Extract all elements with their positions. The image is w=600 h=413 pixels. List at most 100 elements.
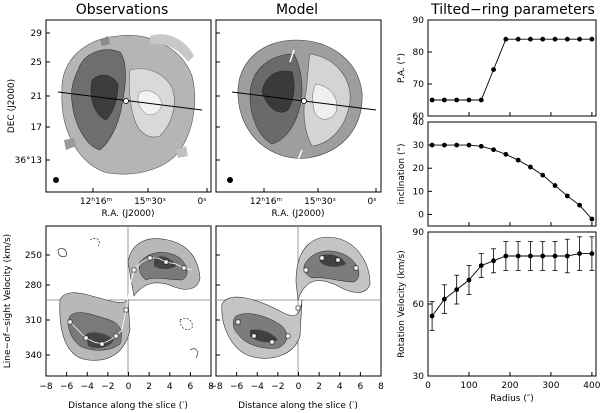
param-chart-frame — [427, 19, 597, 117]
param-point — [528, 253, 533, 259]
obs-pv-xtick-label: −4 — [81, 382, 95, 392]
param-point — [515, 36, 521, 42]
model-pv-xtick-label: −2 — [271, 382, 284, 392]
param-point — [515, 157, 521, 163]
obs-ytick-25: 25 — [31, 58, 42, 68]
param-point — [577, 202, 583, 208]
param-chart-frame — [427, 121, 597, 227]
param-point — [429, 142, 435, 148]
param-chart-2: 30 60 90 Rotation Velocity (km/s) 0 100 200 300… — [397, 228, 600, 404]
model-pv — [215, 225, 382, 377]
model-xlabel: R.A. (J2000) — [271, 209, 324, 219]
param-point — [466, 277, 472, 283]
param-ytick-label: 10 — [413, 187, 425, 197]
param-point — [552, 36, 558, 42]
param-point — [552, 253, 558, 259]
obs-xtick-15m30s: 15ᵐ30ˢ — [134, 197, 166, 207]
param-point — [515, 253, 521, 259]
model-xtick-15m30s: 15ᵐ30ˢ — [304, 197, 336, 207]
param-point — [478, 97, 484, 103]
param-point — [454, 142, 460, 148]
param-point — [540, 172, 546, 178]
param-point — [491, 67, 496, 72]
param-point — [503, 151, 509, 157]
param-point — [577, 36, 583, 42]
observations-pv — [45, 225, 212, 377]
obs-ytick-17: 17 — [31, 123, 42, 133]
param-point — [478, 263, 484, 268]
observations-map — [45, 19, 212, 193]
obs-pv-xlabel: Distance along the slice (′) — [68, 401, 188, 411]
param-panels: 60 70 80 90 P.A. (°) 0 10 20 30 40 inclination (°)… — [397, 16, 600, 404]
param-xtick-label: 200 — [501, 381, 518, 391]
model-pv-xtick-label: −6 — [230, 382, 244, 392]
param-chart-1: 0 10 20 30 40 inclination (°) — [397, 118, 597, 227]
obs-pv-xtick-label: 4 — [167, 382, 173, 392]
param-point — [454, 97, 460, 103]
obs-pv-xtick-label: −2 — [101, 382, 114, 392]
model-pv-xtick-label: 2 — [316, 382, 322, 392]
observations-map-ticks: 29 25 21 17 36°13 12ʰ16ᵐ 15ᵐ30ˢ 0ˢ R.A. … — [7, 29, 208, 219]
param-point — [466, 97, 472, 103]
param-point — [441, 97, 447, 103]
obs-pv-xtick-label: 8 — [208, 382, 214, 392]
model-map — [215, 19, 382, 193]
param-chart-0: 60 70 80 90 P.A. (°) — [397, 16, 597, 122]
model-pv-xlabel: Distance along the slice (′) — [238, 401, 358, 411]
param-point — [577, 251, 583, 256]
model-pv-xtick-label: 6 — [358, 382, 364, 392]
param-ytick-label: 0 — [418, 210, 424, 220]
param-point — [429, 97, 435, 103]
obs-pv-xtick-label: 6 — [188, 382, 194, 392]
obs-pv-xtick-group: −8 −6 −4 −2 0 2 4 6 8 — [39, 372, 214, 392]
obs-ytick-21: 21 — [31, 92, 42, 102]
title-model: Model — [276, 2, 318, 18]
param-chart-frame — [427, 231, 597, 377]
param-ytick-label: 40 — [413, 118, 425, 128]
param-point — [528, 164, 533, 170]
param-point — [503, 36, 509, 42]
param-xlabel: Radius (″) — [490, 394, 533, 404]
param-xtick-label: 100 — [460, 381, 477, 391]
param-ylabel: Rotation Velocity (km/s) — [397, 250, 407, 357]
param-point — [540, 253, 546, 259]
param-xtick-label: 0 — [425, 381, 431, 391]
param-ytick-label: 30 — [413, 141, 425, 151]
obs-xlabel: R.A. (J2000) — [101, 209, 154, 219]
param-point — [552, 183, 558, 188]
obs-pv-xtick-label: 0 — [126, 382, 132, 392]
param-point — [466, 142, 472, 148]
obs-ytick-13: 36°13 — [15, 156, 42, 166]
param-ylabel: P.A. (°) — [397, 53, 407, 83]
model-pv-xtick-label: 4 — [337, 382, 343, 392]
param-point — [491, 147, 496, 153]
param-point — [528, 36, 533, 42]
param-point — [491, 258, 496, 264]
obs-xtick-12h16m: 12ʰ16ᵐ — [80, 197, 113, 207]
title-params: Tilted−ring parameters — [430, 2, 595, 18]
model-xtick-12h16m: 12ʰ16ᵐ — [250, 197, 283, 207]
obs-pv-ytick-280: 280 — [25, 281, 42, 291]
obs-xtick-0s: 0ˢ — [197, 197, 206, 207]
param-ytick-label: 30 — [413, 372, 425, 382]
model-pv-xtick-label: −4 — [251, 382, 265, 392]
model-pv-ticks: −8 −6 −4 −2 0 2 4 6 8 Distance along the slice (… — [209, 254, 384, 411]
param-ytick-label: 60 — [413, 300, 425, 310]
obs-ylabel: DEC (J2000) — [7, 79, 17, 133]
param-ytick-label: 60 — [413, 112, 425, 122]
obs-pv-xtick-label: −6 — [60, 382, 74, 392]
model-pv-xtick-label: 8 — [378, 382, 384, 392]
param-point — [564, 36, 570, 42]
param-xtick-label: 300 — [542, 381, 559, 391]
model-map-ticks: 12ʰ16ᵐ 15ᵐ30ˢ 0ˢ R.A. (J2000) — [216, 32, 377, 219]
param-ytick-label: 90 — [413, 16, 425, 26]
param-ytick-label: 20 — [413, 164, 425, 174]
obs-pv-ytick-250: 250 — [25, 251, 42, 261]
obs-pv-ytick-310: 310 — [25, 316, 42, 326]
model-xtick-0s: 0ˢ — [367, 197, 376, 207]
param-ytick-label: 90 — [413, 228, 425, 238]
title-observations: Observations — [76, 2, 169, 18]
param-ytick-label: 70 — [413, 80, 425, 90]
param-point — [441, 296, 447, 302]
